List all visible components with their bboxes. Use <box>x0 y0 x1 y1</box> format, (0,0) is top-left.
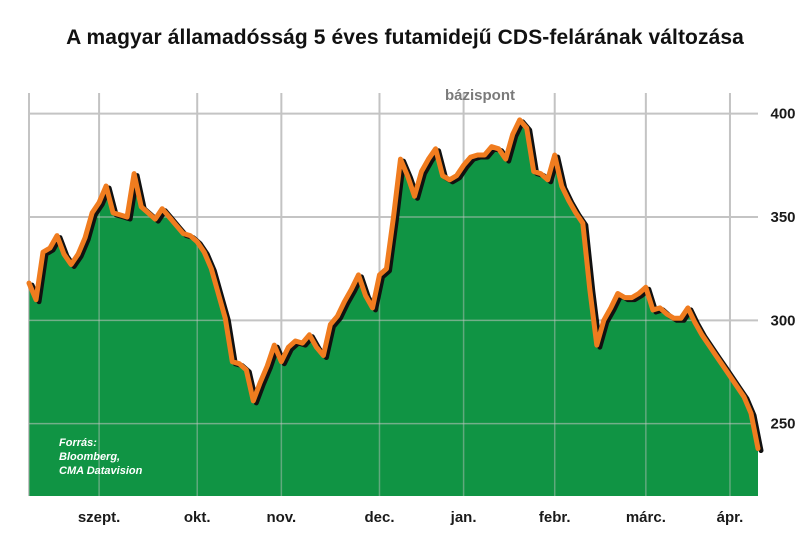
x-tick-label: szept. <box>78 509 121 526</box>
source-note-line-1: Forrás: <box>59 437 97 449</box>
y-tick-label: 300 <box>770 312 795 329</box>
x-tick-label: febr. <box>539 509 571 526</box>
source-note-line-2: Bloomberg, <box>59 451 121 463</box>
line-layer <box>26 117 764 453</box>
x-tick-label: ápr. <box>717 509 744 526</box>
y-tick-label: 250 <box>770 416 795 433</box>
source-note: Forrás: Bloomberg, CMA Datavision <box>59 436 199 478</box>
y-axis-unit-label: bázispont <box>445 87 515 104</box>
x-tick-label: márc. <box>626 509 666 526</box>
y-tick-label: 350 <box>770 209 795 226</box>
x-tick-label: dec. <box>364 509 394 526</box>
x-tick-label: okt. <box>184 509 211 526</box>
source-note-line-3: CMA Datavision <box>59 465 143 477</box>
axis-layer: 250 300 350 400 szept. okt. nov. dec. jan. febr. m… <box>78 106 796 526</box>
x-tick-label: nov. <box>266 509 296 526</box>
y-tick-label: 400 <box>770 106 795 123</box>
x-tick-label: jan. <box>450 509 477 526</box>
chart-title: A magyar államadósság 5 éves futamidejű … <box>66 26 744 49</box>
